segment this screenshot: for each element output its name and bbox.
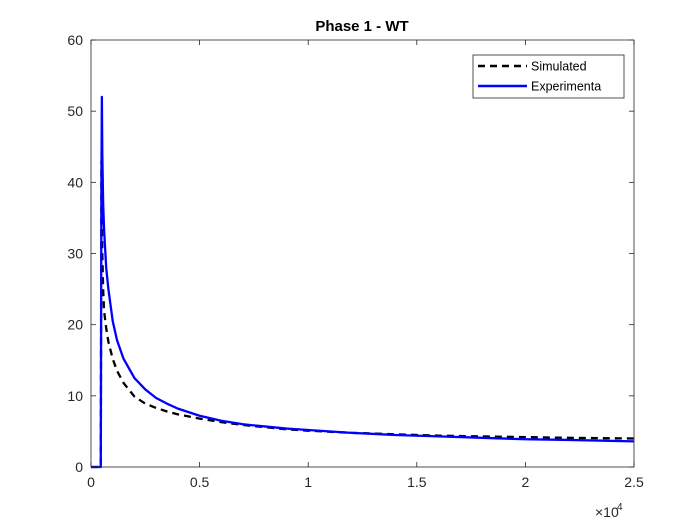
y-tick-label: 20 [67,317,83,333]
x-tick-label: 1 [304,474,312,490]
y-tick-label: 50 [67,103,83,119]
chart-title: Phase 1 - WT [315,18,408,35]
y-tick-label: 0 [75,459,83,475]
x-tick-label: 2.5 [624,474,644,490]
x-exponent-label: ×10 4 [595,502,623,520]
x-tick-label: 0.5 [190,474,210,490]
y-tick-label: 10 [67,388,83,404]
x-tick-label: 1.5 [407,474,427,490]
x-exponent-power: 4 [617,502,623,513]
x-exponent-base: ×10 [595,504,619,520]
series-line-experimenta [91,95,635,469]
y-tick-label: 40 [67,174,83,190]
x-tick-label: 2 [522,474,530,490]
series-line-simulated [91,159,635,469]
y-tick-label: 30 [67,246,83,262]
x-tick-label: 0 [87,474,95,490]
legend-label-simulated: Simulated [531,60,587,74]
y-tick-label: 60 [67,32,83,48]
legend: Simulated Experimenta [472,54,625,99]
plot-area: 0 0.5 1 1.5 2 2.5 0 10 20 30 40 50 60 [67,32,644,490]
legend-box [472,54,625,99]
legend-label-experimenta: Experimenta [531,80,601,94]
